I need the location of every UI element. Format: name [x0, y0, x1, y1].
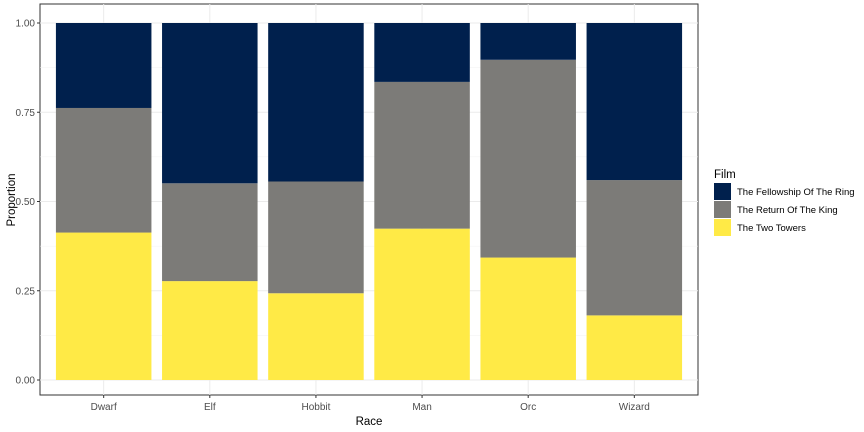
bar-dwarf-the-two-towers — [55, 232, 152, 380]
bar-elf-the-fellowship-of-the-ring — [162, 23, 258, 184]
y-axis: 0.00 0.25 0.50 0.75 1.00 — [16, 19, 40, 387]
y-tick-label: 0.75 — [16, 108, 36, 119]
legend-label: The Two Towers — [737, 223, 806, 234]
x-axis: Dwarf Elf Hobbit Man Orc Wizard — [91, 395, 650, 413]
x-tick-label: Orc — [520, 402, 536, 413]
bar-elf-the-return-of-the-king — [162, 183, 258, 282]
bars — [55, 23, 683, 380]
legend: Film The Fellowship Of The Ring The Retur… — [714, 169, 855, 236]
legend-label: The Return Of The King — [737, 205, 838, 216]
legend-key — [714, 183, 731, 200]
legend-title: Film — [714, 169, 736, 181]
bar-man-the-fellowship-of-the-ring — [374, 23, 470, 82]
legend-key — [714, 219, 731, 236]
y-axis-title: Proportion — [6, 173, 18, 226]
y-tick-label: 0.50 — [16, 197, 36, 208]
legend-key — [714, 201, 731, 218]
y-tick-label: 0.25 — [16, 286, 36, 297]
y-tick-label: 0.00 — [16, 376, 36, 387]
bar-orc-the-two-towers — [480, 257, 576, 380]
x-tick-label: Man — [412, 402, 431, 413]
legend-label: The Fellowship Of The Ring — [737, 187, 855, 198]
bar-dwarf-the-return-of-the-king — [55, 107, 152, 233]
x-tick-label: Elf — [204, 402, 216, 413]
x-axis-title: Race — [356, 416, 383, 428]
bar-orc-the-return-of-the-king — [480, 59, 576, 258]
x-tick-label: Dwarf — [91, 402, 117, 413]
bar-orc-the-fellowship-of-the-ring — [480, 23, 576, 60]
x-tick-label: Wizard — [619, 402, 650, 413]
bar-man-the-two-towers — [374, 228, 470, 380]
bar-hobbit-the-return-of-the-king — [268, 181, 364, 294]
bar-hobbit-the-fellowship-of-the-ring — [268, 23, 364, 182]
x-tick-label: Hobbit — [301, 402, 330, 413]
y-tick-label: 1.00 — [16, 19, 36, 30]
bar-wizard-the-return-of-the-king — [586, 180, 683, 316]
bar-man-the-return-of-the-king — [374, 81, 470, 229]
bar-wizard-the-two-towers — [586, 315, 683, 380]
bar-dwarf-the-fellowship-of-the-ring — [55, 23, 152, 108]
bar-hobbit-the-two-towers — [268, 293, 364, 380]
bar-elf-the-two-towers — [162, 281, 258, 380]
bar-wizard-the-fellowship-of-the-ring — [586, 23, 683, 181]
